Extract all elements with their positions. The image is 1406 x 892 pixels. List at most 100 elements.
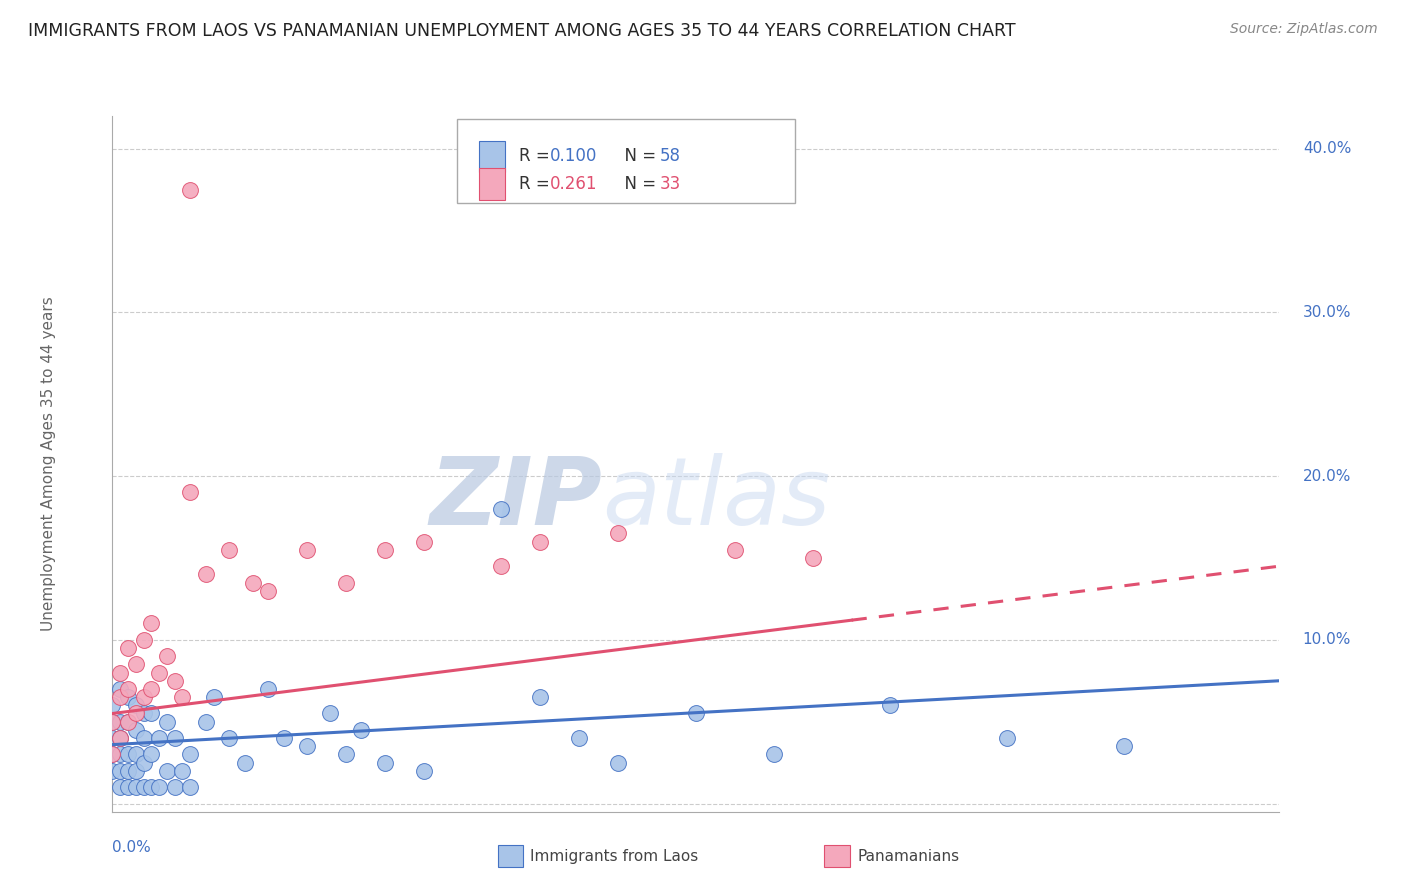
Text: Source: ZipAtlas.com: Source: ZipAtlas.com: [1230, 22, 1378, 37]
Point: [179, 485, 201, 500]
Point: [724, 542, 747, 557]
Text: N =: N =: [614, 175, 662, 194]
FancyBboxPatch shape: [479, 141, 505, 172]
Point: [242, 575, 264, 590]
Point: [125, 723, 148, 737]
FancyBboxPatch shape: [498, 845, 523, 867]
Point: [568, 731, 591, 745]
Point: [141, 681, 163, 696]
FancyBboxPatch shape: [479, 169, 505, 200]
Point: [125, 698, 148, 713]
Point: [156, 649, 179, 664]
Point: [132, 780, 155, 794]
Point: [335, 575, 357, 590]
Point: [117, 640, 139, 655]
Point: [125, 780, 148, 794]
Point: [607, 526, 630, 541]
Point: [132, 632, 155, 647]
Text: N =: N =: [614, 147, 662, 165]
Text: 58: 58: [659, 147, 681, 165]
Point: [529, 690, 551, 705]
Point: [335, 747, 357, 762]
Point: [141, 780, 163, 794]
Point: [491, 559, 513, 574]
Point: [101, 714, 124, 729]
Point: [218, 731, 240, 745]
Point: [148, 780, 170, 794]
Point: [110, 690, 132, 705]
Text: atlas: atlas: [603, 453, 831, 544]
Point: [132, 756, 155, 770]
Point: [194, 567, 217, 582]
Point: [879, 698, 901, 713]
Point: [350, 723, 373, 737]
Point: [257, 583, 280, 598]
Point: [529, 534, 551, 549]
Text: 0.0%: 0.0%: [112, 839, 152, 855]
Point: [110, 747, 132, 762]
Point: [156, 764, 179, 778]
Point: [156, 714, 179, 729]
Point: [202, 690, 225, 705]
Point: [141, 616, 163, 631]
Point: [491, 501, 513, 516]
Point: [110, 780, 132, 794]
Text: ZIP: ZIP: [430, 452, 603, 545]
Point: [125, 657, 148, 672]
Text: Unemployment Among Ages 35 to 44 years: Unemployment Among Ages 35 to 44 years: [41, 296, 56, 632]
Text: 30.0%: 30.0%: [1303, 305, 1351, 320]
Point: [117, 690, 139, 705]
Point: [117, 780, 139, 794]
FancyBboxPatch shape: [824, 845, 851, 867]
Point: [132, 690, 155, 705]
Point: [179, 780, 201, 794]
Text: Immigrants from Laos: Immigrants from Laos: [530, 849, 699, 864]
Point: [125, 747, 148, 762]
Point: [101, 714, 124, 729]
Point: [141, 747, 163, 762]
Point: [801, 551, 824, 566]
Point: [117, 714, 139, 729]
Point: [148, 731, 170, 745]
Text: 33: 33: [659, 175, 681, 194]
Point: [762, 747, 785, 762]
Point: [374, 756, 396, 770]
Point: [110, 665, 132, 680]
Text: R =: R =: [519, 147, 554, 165]
Point: [117, 764, 139, 778]
Point: [1112, 739, 1135, 754]
Point: [117, 747, 139, 762]
Point: [995, 731, 1018, 745]
Point: [179, 747, 201, 762]
Point: [101, 698, 124, 713]
Point: [125, 764, 148, 778]
Point: [101, 747, 124, 762]
Text: 40.0%: 40.0%: [1303, 141, 1351, 156]
Text: 20.0%: 20.0%: [1303, 468, 1351, 483]
Point: [110, 714, 132, 729]
Point: [132, 706, 155, 721]
Text: IMMIGRANTS FROM LAOS VS PANAMANIAN UNEMPLOYMENT AMONG AGES 35 TO 44 YEARS CORREL: IMMIGRANTS FROM LAOS VS PANAMANIAN UNEMP…: [28, 22, 1015, 40]
Point: [374, 542, 396, 557]
Point: [101, 731, 124, 745]
Point: [412, 534, 434, 549]
Point: [607, 756, 630, 770]
Point: [295, 542, 318, 557]
Point: [163, 673, 186, 688]
Point: [101, 747, 124, 762]
Point: [125, 706, 148, 721]
Text: 10.0%: 10.0%: [1303, 632, 1351, 648]
Text: 0.261: 0.261: [550, 175, 598, 194]
Point: [179, 183, 201, 197]
Point: [295, 739, 318, 754]
Text: 0.100: 0.100: [550, 147, 598, 165]
Point: [110, 731, 132, 745]
Point: [110, 731, 132, 745]
Point: [194, 714, 217, 729]
Point: [132, 731, 155, 745]
Point: [163, 780, 186, 794]
Point: [412, 764, 434, 778]
Point: [319, 706, 342, 721]
Point: [110, 681, 132, 696]
Point: [141, 706, 163, 721]
